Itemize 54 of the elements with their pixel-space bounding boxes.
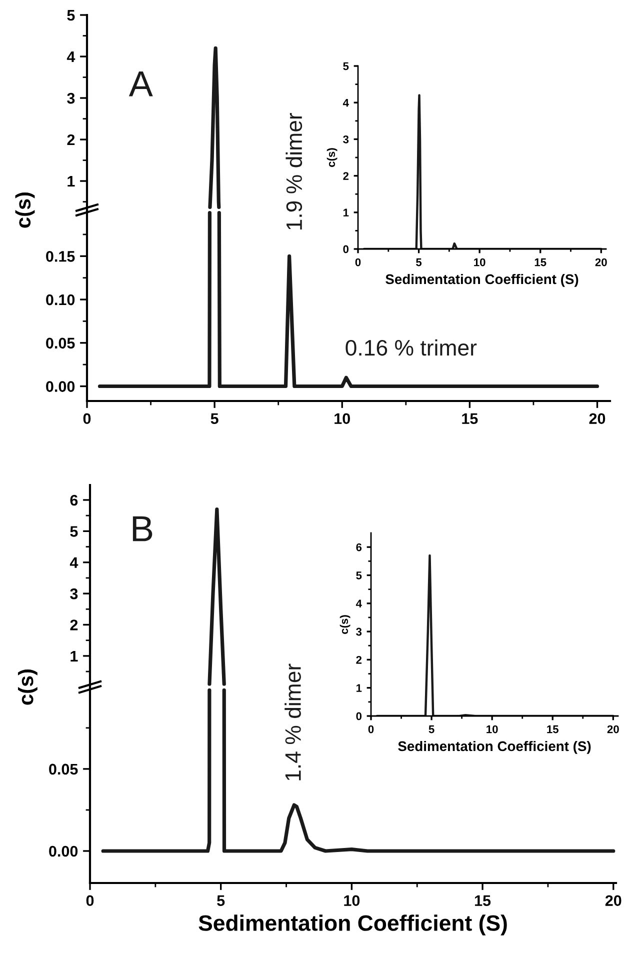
- x-tick-label: 15: [462, 413, 478, 424]
- x-tick-label: 10: [474, 258, 486, 266]
- x-tick-label: 5: [210, 413, 218, 424]
- x-tick-label: 10: [486, 725, 498, 734]
- y-axis-title: c(s): [326, 148, 338, 167]
- annotation: 1.9 % dimer: [286, 112, 302, 230]
- x-tick-label: 0: [368, 725, 374, 734]
- annotation: 0.16 % trimer: [346, 339, 477, 356]
- y-tick-label: 4: [342, 98, 349, 107]
- y-axis-title: c(s): [18, 670, 38, 705]
- y-tick-label: 5: [356, 572, 362, 580]
- y-tick-label: 0.00: [49, 846, 78, 857]
- y-tick-label: 6: [356, 543, 362, 552]
- x-tick-label: 15: [534, 258, 546, 266]
- y-axis-title: c(s): [340, 615, 350, 634]
- line-series: [208, 508, 226, 686]
- line-series: [208, 46, 221, 209]
- x-tick-label: 20: [605, 895, 622, 906]
- y-tick-label: 3: [343, 135, 349, 144]
- y-tick-label: 0.05: [46, 338, 75, 349]
- x-tick-label: 5: [217, 895, 225, 906]
- x-tick-label: 5: [428, 725, 434, 734]
- x-tick-label: 10: [344, 895, 360, 906]
- x-tick-label: 20: [607, 725, 619, 734]
- y-tick-label: 0.10: [46, 294, 75, 306]
- y-tick-label: 0.05: [49, 764, 78, 775]
- line-series: [376, 554, 614, 716]
- x-tick-label: 20: [595, 258, 607, 266]
- x-tick-label: 0: [83, 413, 91, 424]
- x-axis-title: Sedimentation Coefficient (S): [198, 914, 507, 936]
- y-axis-title: c(s): [15, 192, 35, 228]
- annotation: B: [132, 516, 152, 542]
- x-axis-title: Sedimentation Coefficient (S): [386, 274, 578, 287]
- y-tick-label: 3: [356, 628, 362, 636]
- x-tick-label: 0: [86, 895, 94, 906]
- y-tick-label: 2: [356, 656, 362, 664]
- y-tick-label: 1: [343, 208, 349, 216]
- x-tick-label: 20: [589, 413, 606, 424]
- y-tick-label: 2: [343, 172, 349, 180]
- annotation: 1.4 % dimer: [284, 664, 301, 780]
- x-axis-title: Sedimentation Coefficient (S): [398, 740, 591, 754]
- y-tick-label: 4: [356, 600, 362, 608]
- x-tick-label: 10: [334, 413, 350, 424]
- line-series: [362, 94, 602, 249]
- y-tick-label: 0.15: [46, 251, 75, 262]
- y-tick-label: 0: [356, 712, 362, 720]
- x-tick-label: 5: [416, 258, 422, 266]
- y-tick-label: 0: [343, 245, 349, 254]
- y-tick-label: 5: [343, 62, 349, 70]
- x-tick-label: 15: [547, 725, 558, 734]
- y-tick-label: 0.00: [46, 381, 75, 392]
- annotation: A: [128, 71, 153, 96]
- x-tick-label: 15: [475, 895, 491, 906]
- y-tick-label: 1: [356, 684, 362, 692]
